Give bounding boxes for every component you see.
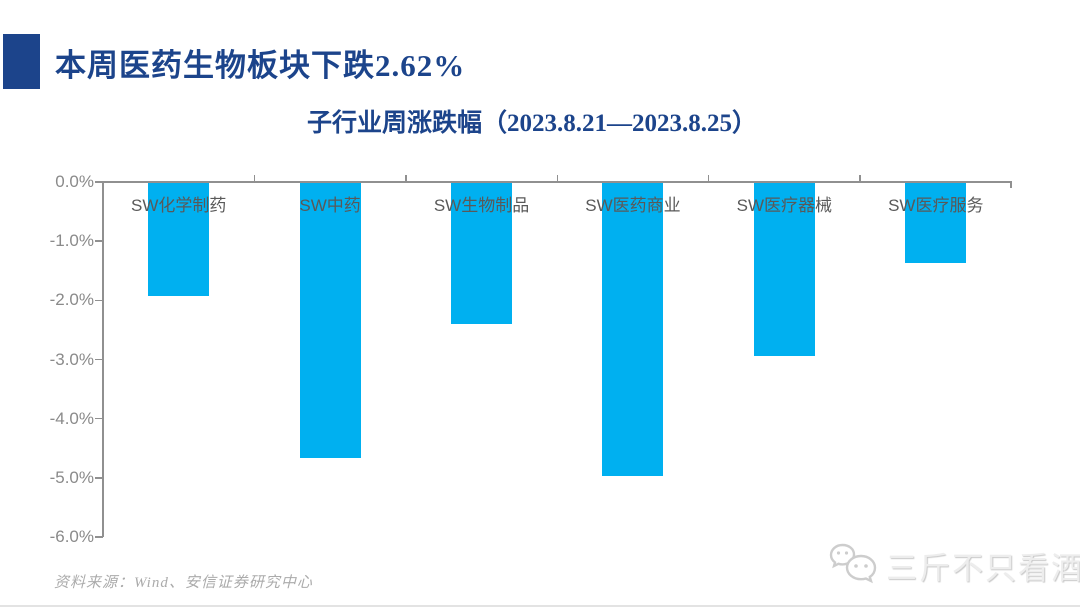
y-axis-tick [95, 240, 103, 242]
chart-title: 子行业周涨跌幅（2023.8.21—2023.8.25） [306, 110, 757, 137]
bar-3 [602, 182, 664, 476]
y-axis-tick [95, 299, 103, 302]
bottom-edge-line [0, 605, 1080, 607]
y-axis-label: -6.0% [49, 527, 94, 546]
bar-2 [451, 182, 513, 324]
category-label-4: SW医疗器械 [736, 196, 833, 215]
y-axis-label: 0.0% [55, 172, 94, 191]
y-axis-tick [95, 181, 103, 183]
y-axis-label: -5.0% [49, 467, 94, 487]
category-label-3: SW医药商业 [585, 196, 681, 215]
source-note: 资料来源：Wind、安信证券研究中心 [54, 575, 313, 591]
bar-5 [905, 182, 967, 263]
watermark: 三斤不只看酒 [828, 542, 1080, 588]
bar-1 [299, 182, 361, 458]
x-axis-tick [405, 175, 407, 182]
bar-0 [148, 182, 210, 296]
y-axis-label: -1.0% [49, 231, 94, 251]
y-axis-line [102, 182, 104, 537]
x-axis-tick [253, 175, 256, 182]
y-axis-tick [95, 477, 103, 479]
x-axis-tick [556, 175, 558, 182]
category-label-2: SW生物制品 [433, 196, 530, 215]
y-axis-label: -3.0% [49, 349, 94, 369]
x-axis-tick [707, 175, 710, 182]
y-axis-tick [95, 536, 103, 538]
wechat-icon [829, 543, 877, 584]
y-axis-tick [95, 417, 103, 420]
watermark-text: 三斤不只看酒 [886, 550, 1080, 586]
category-label-1: SW中药 [299, 196, 361, 215]
y-axis-label: -2.0% [49, 290, 94, 310]
x-axis-tick [859, 175, 861, 182]
x-axis-line [102, 181, 1012, 183]
y-axis-tick [95, 358, 103, 361]
category-label-5: SW医疗服务 [888, 196, 984, 215]
page-title: 本周医药生物板块下跌2.62% [55, 48, 466, 83]
title-accent-square [3, 34, 40, 89]
category-label-0: SW化学制药 [131, 196, 227, 215]
bar-4 [753, 182, 815, 356]
x-axis-end-tick [1010, 182, 1012, 188]
y-axis-label: -4.0% [49, 408, 94, 428]
